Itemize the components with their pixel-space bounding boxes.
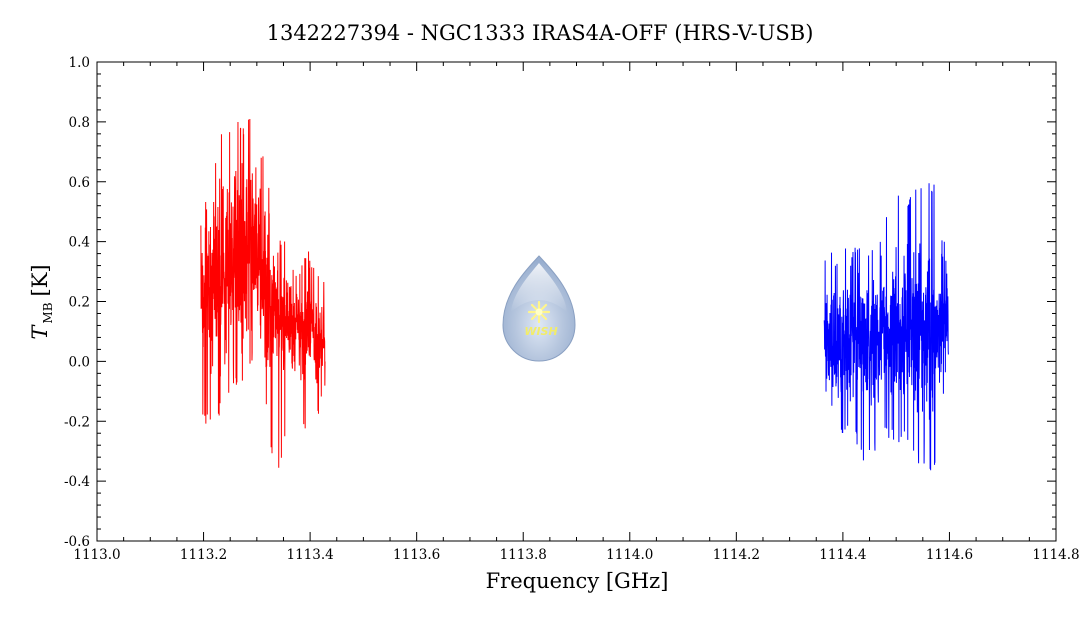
wish-logo-text: WISH	[524, 325, 557, 338]
y-tick-label: 0.4	[69, 235, 90, 251]
axis-ticks	[96, 61, 1057, 542]
plot-frame	[96, 61, 1057, 542]
y-axis-label: TMB [K]	[28, 264, 55, 339]
x-tick-label: 1113.6	[393, 547, 440, 563]
x-tick-label: 1114.0	[606, 547, 653, 563]
x-tick-label: 1113.4	[286, 547, 333, 563]
y-axis-label-unit: [K]	[28, 264, 52, 296]
x-tick-label: 1113.0	[73, 547, 120, 563]
x-tick-label: 1114.4	[819, 547, 866, 563]
wish-logo: WISH	[502, 255, 576, 362]
y-tick-label: -0.4	[64, 474, 90, 490]
y-tick-label: 0.6	[69, 175, 90, 191]
spectrum-series-2	[823, 183, 949, 471]
y-tick-label: -0.6	[64, 534, 90, 550]
spectrum-series-1	[200, 119, 326, 468]
x-tick-label: 1114.2	[713, 547, 760, 563]
x-tick-labels: 1113.0 1113.2 1113.4 1113.6 1113.8 1114.0 1114…	[73, 547, 1079, 563]
y-tick-label: 0.2	[69, 295, 90, 311]
y-axis-label-main: T	[28, 324, 52, 340]
x-tick-label: 1113.2	[180, 547, 227, 563]
y-tick-label: 1.0	[69, 55, 90, 71]
y-tick-label: -0.2	[64, 414, 90, 430]
x-tick-label: 1114.8	[1032, 547, 1079, 563]
y-tick-label: 0.8	[69, 115, 90, 131]
plot-area	[200, 119, 949, 471]
x-tick-label: 1114.6	[926, 547, 973, 563]
chart-title: 1342227394 - NGC1333 IRAS4A-OFF (HRS-V-U…	[267, 21, 814, 45]
y-tick-labels: -0.6 -0.4 -0.2 0.0 0.2 0.4 0.6 0.8 1.0	[64, 55, 90, 550]
x-tick-label: 1113.8	[500, 547, 547, 563]
y-tick-label: 0.0	[69, 354, 90, 370]
y-axis-label-sub: MB	[41, 302, 55, 323]
x-axis-label: Frequency [GHz]	[486, 569, 669, 593]
